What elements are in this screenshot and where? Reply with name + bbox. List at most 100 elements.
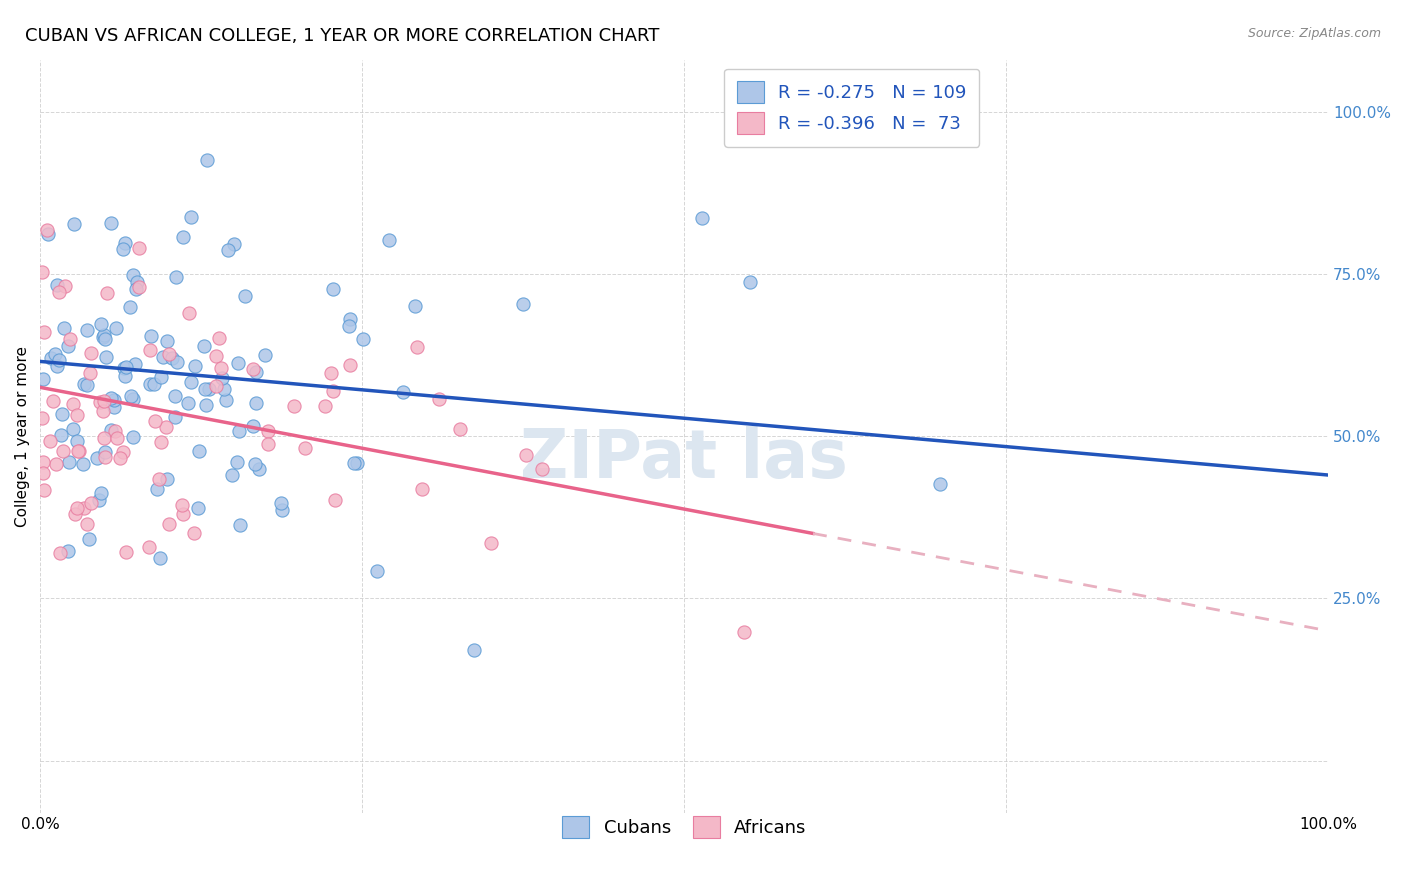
- Point: [226, 455, 249, 469]
- Legend: Cubans, Africans: Cubans, Africans: [555, 808, 814, 845]
- Point: [180, 211, 202, 225]
- Point: [180, 375, 202, 389]
- Text: ZIPat las: ZIPat las: [520, 425, 848, 491]
- Point: [463, 643, 485, 657]
- Point: [52, 444, 75, 458]
- Point: [184, 359, 207, 374]
- Point: [73, 500, 96, 515]
- Point: [256, 437, 278, 451]
- Point: [222, 236, 245, 251]
- Point: [149, 434, 172, 449]
- Point: [339, 358, 361, 372]
- Point: [323, 492, 346, 507]
- Point: [139, 376, 162, 391]
- Point: [73, 377, 96, 392]
- Point: [91, 404, 114, 418]
- Point: [214, 382, 236, 396]
- Text: CUBAN VS AFRICAN COLLEGE, 1 YEAR OR MORE CORRELATION CHART: CUBAN VS AFRICAN COLLEGE, 1 YEAR OR MORE…: [25, 27, 659, 45]
- Point: [217, 243, 239, 257]
- Point: [733, 624, 755, 639]
- Point: [76, 323, 98, 337]
- Point: [209, 360, 232, 375]
- Point: [226, 356, 249, 370]
- Point: [104, 425, 127, 439]
- Point: [120, 300, 142, 314]
- Point: [63, 507, 86, 521]
- Point: [125, 276, 148, 290]
- Point: [48, 546, 70, 560]
- Point: [52, 320, 75, 334]
- Text: Source: ZipAtlas.com: Source: ZipAtlas.com: [1247, 27, 1381, 40]
- Point: [31, 455, 53, 469]
- Point: [322, 282, 344, 296]
- Point: [91, 330, 114, 344]
- Point: [112, 361, 135, 376]
- Point: [187, 501, 209, 516]
- Point: [205, 378, 228, 392]
- Point: [221, 468, 243, 483]
- Point: [124, 357, 146, 371]
- Point: [152, 351, 174, 365]
- Point: [294, 441, 316, 455]
- Point: [35, 223, 58, 237]
- Point: [62, 397, 84, 411]
- Point: [157, 347, 180, 361]
- Point: [90, 317, 112, 331]
- Point: [515, 448, 537, 462]
- Point: [100, 391, 122, 405]
- Point: [229, 517, 252, 532]
- Point: [205, 349, 228, 363]
- Point: [195, 153, 218, 167]
- Point: [738, 275, 761, 289]
- Point: [94, 450, 117, 465]
- Point: [31, 410, 53, 425]
- Point: [58, 455, 80, 469]
- Point: [94, 351, 117, 365]
- Point: [80, 495, 103, 509]
- Point: [93, 445, 115, 459]
- Point: [93, 431, 115, 445]
- Point: [46, 359, 69, 373]
- Point: [253, 348, 276, 362]
- Point: [271, 503, 294, 517]
- Point: [79, 366, 101, 380]
- Point: [378, 233, 401, 247]
- Point: [170, 498, 193, 512]
- Point: [100, 424, 122, 438]
- Point: [37, 227, 59, 241]
- Point: [32, 372, 55, 386]
- Point: [146, 483, 169, 497]
- Point: [352, 332, 374, 346]
- Point: [138, 541, 160, 555]
- Point: [120, 389, 142, 403]
- Point: [45, 278, 67, 293]
- Point: [128, 241, 150, 255]
- Point: [512, 296, 534, 310]
- Point: [166, 355, 188, 369]
- Point: [111, 242, 134, 256]
- Point: [114, 359, 136, 374]
- Point: [314, 399, 336, 413]
- Point: [233, 288, 256, 302]
- Point: [145, 414, 167, 428]
- Point: [165, 389, 187, 403]
- Point: [56, 544, 79, 558]
- Point: [193, 382, 215, 396]
- Point: [112, 445, 135, 459]
- Point: [427, 392, 450, 407]
- Point: [114, 369, 136, 384]
- Point: [139, 329, 162, 343]
- Point: [179, 306, 201, 320]
- Point: [90, 485, 112, 500]
- Point: [228, 424, 250, 438]
- Point: [405, 340, 427, 354]
- Point: [115, 544, 138, 558]
- Point: [48, 285, 70, 299]
- Point: [392, 385, 415, 400]
- Point: [242, 419, 264, 434]
- Point: [93, 328, 115, 343]
- Point: [108, 451, 131, 466]
- Point: [139, 343, 162, 358]
- Point: [149, 370, 172, 384]
- Point: [207, 330, 229, 344]
